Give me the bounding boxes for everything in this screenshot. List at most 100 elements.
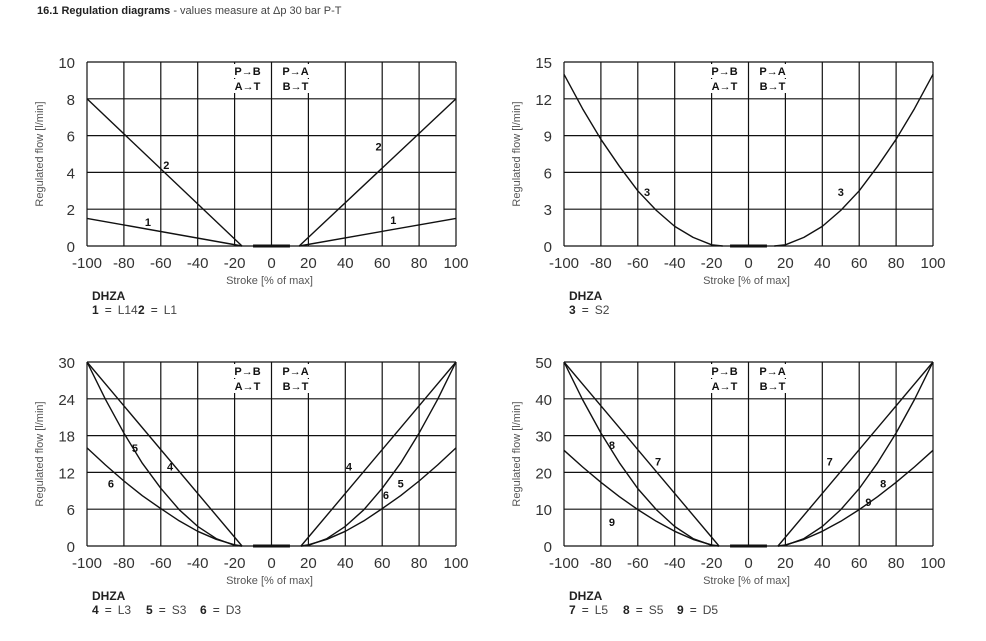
curve-label: 6 [383,490,389,502]
x-tick-label: 20 [777,555,794,572]
legend-item-number: 9 [677,603,684,617]
x-tick-label: -80 [113,255,135,272]
x-tick-label: 60 [374,555,391,572]
legend-item: 4 = L3 [92,603,131,617]
x-tick-label: 40 [337,255,354,272]
legend-equals: = [636,603,643,617]
y-tick-label: 4 [67,165,75,182]
x-tick-label: -80 [113,555,135,572]
direction-label: P→A [282,366,308,378]
y-tick-label: 15 [535,55,552,72]
x-tick-label: 0 [744,555,752,572]
section-header: 16.1 Regulation diagrams - values measur… [37,5,341,17]
legend-item-number: 6 [200,603,207,617]
curve-label: 3 [838,187,844,199]
y-tick-label: 10 [535,502,552,519]
x-tick-label: -60 [150,255,172,272]
x-tick-label: -20 [224,555,246,572]
x-tick-label: -80 [590,255,612,272]
direction-label-bg [704,79,745,93]
legend-item-number: 4 [92,603,99,617]
x-tick-label: -100 [72,255,102,272]
y-tick-label: 20 [535,465,552,482]
legend-equals: = [151,303,158,317]
direction-label-bg [704,364,745,378]
legend-equals: = [582,603,589,617]
chart-4: -100 -80 -60 -40 -20 0 20 40 60 80 100 0 10 20 30 40 50 S… [511,355,946,617]
y-tick-label: 50 [535,355,552,372]
y-axis-label: Regulated flow [l/min] [34,101,46,206]
direction-label-bg [227,379,268,393]
legend-item-code: D3 [226,603,242,617]
direction-label: B→T [283,381,309,393]
x-tick-label: 80 [411,255,428,272]
legend-item: 5 = S3 [146,603,187,617]
series-line-1-left [86,217,243,247]
x-tick-label: 0 [267,555,275,572]
chart-1: -100 -80 -60 -40 -20 0 20 40 60 80 100 0 2 4 6 8 10 Strok… [34,55,469,317]
legend-item: 7 = L5 [569,603,608,617]
legend-item: 3 = S2 [569,303,610,317]
x-tick-label: -20 [701,555,723,572]
x-tick-label: -20 [224,255,246,272]
x-axis-label: Stroke [% of max] [226,275,313,287]
legend-equals: = [159,603,166,617]
direction-label-bg [275,379,316,393]
legend-equals: = [213,603,220,617]
direction-label: P→B [711,66,737,78]
legend-model: DHZA [92,589,126,603]
series-line-9-right [777,449,934,547]
legend-model: DHZA [569,289,603,303]
legend-item: 6 = D3 [200,603,241,617]
x-tick-label: -100 [549,255,579,272]
x-tick-label: 60 [851,555,868,572]
y-tick-label: 30 [535,429,552,446]
y-axis-label: Regulated flow [l/min] [511,101,523,206]
direction-label-bg [227,64,268,78]
x-tick-label: -60 [150,555,172,572]
x-tick-label: -20 [701,255,723,272]
y-tick-label: 30 [58,355,75,372]
x-tick-label: 60 [374,255,391,272]
legend-item: 9 = D5 [677,603,718,617]
y-tick-label: 2 [67,202,75,219]
x-tick-label: 40 [814,555,831,572]
x-axis-label: Stroke [% of max] [703,275,790,287]
direction-label-bg [704,379,745,393]
x-tick-label: -100 [72,555,102,572]
curve-label: 4 [167,461,174,473]
direction-label-bg [227,79,268,93]
direction-label-bg [275,364,316,378]
legend-item-code: L1 [164,303,178,317]
direction-label: A→T [712,381,738,393]
direction-label: B→T [760,81,786,93]
y-tick-label: 0 [544,539,552,556]
series-line-2-left [86,98,243,247]
section-title: 16.1 Regulation diagrams [37,5,171,17]
x-tick-label: 40 [337,555,354,572]
x-tick-label: 80 [888,255,905,272]
x-axis-label: Stroke [% of max] [226,575,313,587]
x-tick-label: -40 [664,555,686,572]
x-axis-label: Stroke [% of max] [703,575,790,587]
legend-item: 8 = S5 [623,603,664,617]
curve-label: 8 [880,478,886,490]
series-line-9-left [563,449,720,547]
y-tick-label: 6 [67,502,75,519]
direction-label: P→A [282,66,308,78]
x-tick-label: -60 [627,555,649,572]
legend-model: DHZA [92,289,126,303]
curve-label: 1 [390,215,396,227]
direction-label: A→T [235,81,261,93]
x-tick-label: 20 [300,555,317,572]
x-tick-label: -40 [664,255,686,272]
y-tick-label: 10 [58,55,75,72]
curve-label: 3 [644,187,650,199]
x-tick-label: 20 [300,255,317,272]
y-tick-label: 3 [544,202,552,219]
series-line-2-right [298,98,457,247]
curve-label: 5 [398,478,404,490]
direction-label: P→A [759,66,785,78]
y-tick-label: 0 [67,539,75,556]
